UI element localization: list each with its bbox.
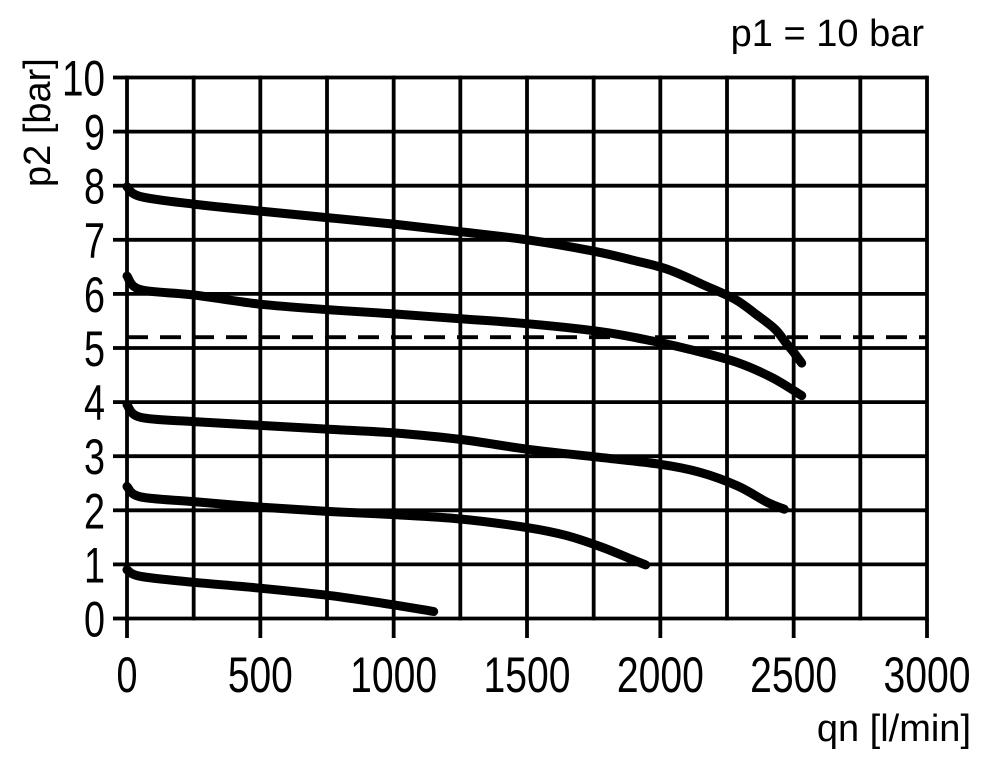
y-axis-title: p2 [bar] bbox=[17, 58, 59, 187]
x-tick-label: 3000 bbox=[884, 647, 971, 703]
y-tick-label: 10 bbox=[62, 51, 105, 107]
x-tick-label: 2500 bbox=[750, 647, 837, 703]
x-tick-label: 1500 bbox=[484, 647, 571, 703]
x-axis-title: qn [l/min] bbox=[817, 708, 971, 750]
curve-setting-8-bar bbox=[122, 182, 807, 368]
curve-setting-1-bar bbox=[122, 565, 439, 616]
curve-setting-4-bar bbox=[122, 400, 789, 514]
y-tick-label: 3 bbox=[84, 429, 105, 485]
x-tick-label: 2000 bbox=[617, 647, 704, 703]
y-tick-label: 5 bbox=[84, 321, 105, 377]
grid-layer bbox=[125, 75, 929, 621]
y-tick-label: 2 bbox=[84, 483, 105, 539]
y-tick-label: 4 bbox=[84, 375, 105, 431]
y-tick-label: 6 bbox=[84, 267, 105, 323]
x-tick-label: 1000 bbox=[350, 647, 437, 703]
y-tick-label: 7 bbox=[84, 213, 105, 269]
x-tick-label: 500 bbox=[228, 647, 293, 703]
curves-layer bbox=[122, 182, 807, 616]
x-tick-label: 0 bbox=[117, 647, 138, 703]
y-tick-label: 8 bbox=[84, 159, 105, 215]
y-tick-label: 9 bbox=[84, 105, 105, 161]
y-tick-label: 0 bbox=[84, 592, 105, 648]
chart-title: p1 = 10 bar bbox=[731, 13, 925, 55]
tick-layer bbox=[113, 75, 929, 638]
curve-setting-2.5-bar bbox=[122, 482, 651, 570]
y-tick-label: 1 bbox=[84, 537, 105, 593]
curve-setting-6-bar bbox=[122, 271, 807, 401]
